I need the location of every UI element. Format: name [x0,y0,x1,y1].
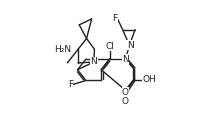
Text: N: N [122,55,129,64]
Text: N: N [90,57,97,66]
Text: O: O [122,88,129,97]
Text: OH: OH [142,75,156,84]
Text: F: F [68,80,73,89]
Text: H₂N: H₂N [54,45,71,54]
Text: Cl: Cl [105,42,114,51]
Text: F: F [112,15,118,23]
Text: N: N [127,41,133,50]
Text: O: O [122,97,129,107]
